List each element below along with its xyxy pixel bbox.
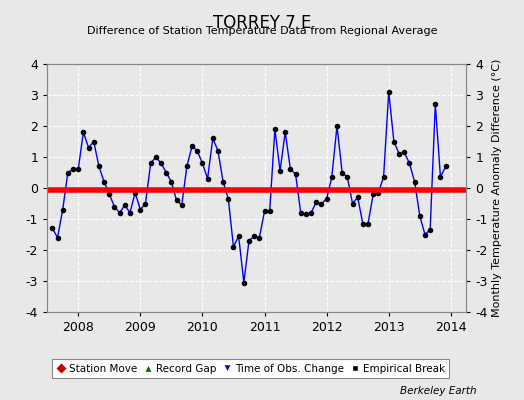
Text: Berkeley Earth: Berkeley Earth [400, 386, 477, 396]
Text: Difference of Station Temperature Data from Regional Average: Difference of Station Temperature Data f… [87, 26, 437, 36]
Legend: Station Move, Record Gap, Time of Obs. Change, Empirical Break: Station Move, Record Gap, Time of Obs. C… [52, 359, 449, 378]
Text: TORREY 7 E: TORREY 7 E [213, 14, 311, 32]
Y-axis label: Monthly Temperature Anomaly Difference (°C): Monthly Temperature Anomaly Difference (… [492, 59, 502, 317]
